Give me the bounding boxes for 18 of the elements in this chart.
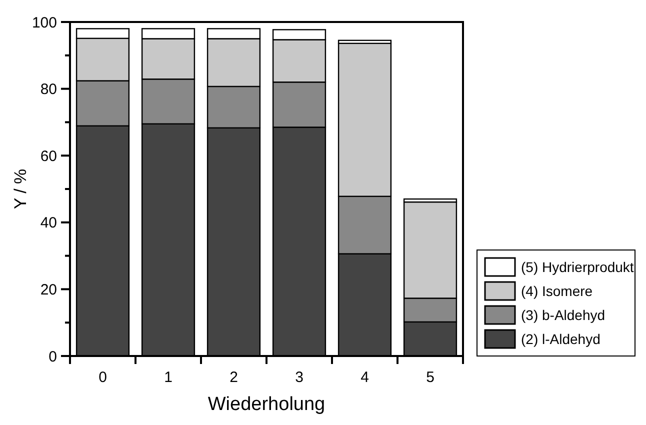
y-tick-label: 40 [40,214,57,232]
legend-label: (3) b-Aldehyd [521,307,606,323]
x-tick-label: 3 [295,369,304,386]
y-tick-label: 80 [40,81,57,98]
x-tick-label: 5 [426,369,434,386]
x-tick-label: 0 [98,369,107,386]
y-axis-title: Y / % [11,168,30,210]
legend-label: (2) l-Aldehyd [521,331,600,347]
x-tick-label: 1 [164,369,172,386]
legend-label: (5) Hydrierprodukt [521,259,634,275]
legend-label: (4) Isomere [521,283,593,299]
x-axis-title: Wiederholung [208,394,326,415]
y-tick-label: 60 [40,148,57,165]
x-tick-label: 2 [230,369,238,386]
y-tick-label: 100 [32,14,57,32]
y-tick-label: 0 [48,348,57,366]
x-tick-label: 4 [360,369,369,386]
y-tick-label: 20 [40,281,57,298]
